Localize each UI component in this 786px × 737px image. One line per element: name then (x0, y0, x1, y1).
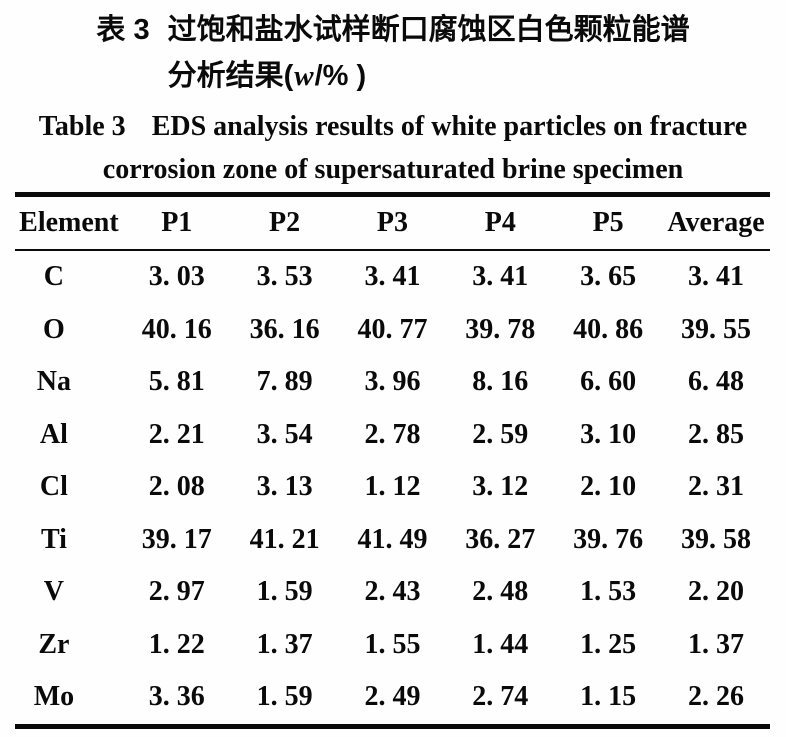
caption-zh-line2-suffix: /% ) (314, 60, 367, 92)
caption-en-line1: Table 3 EDS analysis results of white pa… (39, 105, 747, 148)
table-row: O 40. 16 36. 16 40. 77 39. 78 40. 86 39.… (15, 304, 770, 357)
value-cell: 6. 60 (580, 366, 637, 398)
value-cell: 40. 16 (141, 313, 212, 345)
value-cell: 3. 54 (256, 418, 313, 450)
caption-en-line2: corrosion zone of supersaturated brine s… (102, 154, 684, 185)
table-row: Mo 3. 36 1. 59 2. 49 2. 74 1. 15 2. 26 (15, 671, 770, 726)
value-cell: 3. 53 (256, 261, 313, 293)
table-caption-en: Table 3 EDS analysis results of white pa… (39, 105, 747, 191)
value-cell: 2. 10 (580, 471, 637, 503)
table-row: C 3. 03 3. 53 3. 41 3. 41 3. 65 3. 41 (15, 250, 770, 304)
value-cell: 2. 85 (688, 418, 745, 450)
value-cell: 2. 97 (148, 576, 205, 608)
column-header-average: Average (662, 194, 770, 251)
value-cell: 8. 16 (472, 366, 529, 398)
header-row: Element P1 P2 P3 P4 P5 Average (15, 194, 770, 251)
element-cell: Zr (38, 628, 70, 660)
value-cell: 2. 43 (364, 576, 421, 608)
value-cell: 5. 81 (148, 366, 205, 398)
element-cell: V (43, 576, 65, 608)
value-cell: 39. 55 (681, 313, 752, 345)
value-cell: 41. 49 (357, 523, 428, 555)
table-header: Element P1 P2 P3 P4 P5 Average (15, 194, 770, 251)
value-cell: 1. 37 (688, 628, 745, 660)
table-row: Cl 2. 08 3. 13 1. 12 3. 12 2. 10 2. 31 (15, 461, 770, 514)
value-cell: 3. 96 (364, 366, 421, 398)
value-cell: 2. 20 (688, 576, 745, 608)
value-cell: 1. 15 (580, 681, 637, 713)
table-row: Al 2. 21 3. 54 2. 78 2. 59 3. 10 2. 85 (15, 409, 770, 462)
mass-fraction-symbol: w (294, 60, 314, 92)
caption-en-line1-text: EDS analysis results of white particles … (151, 111, 748, 142)
value-cell: 1. 59 (256, 681, 313, 713)
value-cell: 1. 55 (364, 628, 421, 660)
value-cell: 40. 86 (573, 313, 644, 345)
value-cell: 1. 12 (364, 471, 421, 503)
element-cell: Cl (39, 471, 68, 503)
caption-zh-line2-prefix: 分析结果( (167, 60, 294, 92)
value-cell: 1. 53 (580, 576, 637, 608)
value-cell: 3. 10 (580, 418, 637, 450)
value-cell: 41. 21 (249, 523, 320, 555)
table-row: Na 5. 81 7. 89 3. 96 8. 16 6. 60 6. 48 (15, 356, 770, 409)
column-header-p3: P3 (338, 194, 447, 251)
table-body: C 3. 03 3. 53 3. 41 3. 41 3. 65 3. 41 O … (15, 250, 770, 726)
value-cell: 2. 26 (688, 681, 745, 713)
column-header-p5: P5 (554, 194, 663, 251)
value-cell: 3. 65 (580, 261, 637, 293)
table-number-zh: 表 3 (96, 14, 150, 46)
table-row: Zr 1. 22 1. 37 1. 55 1. 44 1. 25 1. 37 (15, 619, 770, 672)
value-cell: 1. 25 (580, 628, 637, 660)
value-cell: 2. 08 (148, 471, 205, 503)
value-cell: 1. 59 (256, 576, 313, 608)
element-cell: Ti (40, 523, 67, 555)
value-cell: 3. 41 (472, 261, 529, 293)
value-cell: 1. 44 (472, 628, 529, 660)
column-header-element: Element (15, 194, 123, 251)
value-cell: 2. 59 (472, 418, 529, 450)
value-cell: 2. 21 (148, 418, 205, 450)
value-cell: 6. 48 (688, 366, 745, 398)
value-cell: 3. 13 (256, 471, 313, 503)
caption-zh-line1: 过饱和盐水试样断口腐蚀区白色颗粒能谱 (167, 14, 690, 46)
value-cell: 36. 16 (249, 313, 320, 345)
column-header-p1: P1 (122, 194, 231, 251)
value-cell: 39. 76 (573, 523, 644, 555)
value-cell: 1. 37 (256, 628, 313, 660)
element-cell: Mo (33, 681, 75, 713)
element-cell: C (43, 261, 65, 293)
table-number-en: Table 3 (38, 111, 126, 142)
value-cell: 2. 78 (364, 418, 421, 450)
element-cell: Na (36, 366, 72, 398)
value-cell: 2. 49 (364, 681, 421, 713)
value-cell: 36. 27 (465, 523, 536, 555)
value-cell: 2. 31 (688, 471, 745, 503)
value-cell: 1. 22 (148, 628, 205, 660)
column-header-p2: P2 (230, 194, 339, 251)
value-cell: 2. 74 (472, 681, 529, 713)
eds-results-table: Element P1 P2 P3 P4 P5 Average C 3. 03 3… (15, 192, 770, 729)
value-cell: 3. 12 (472, 471, 529, 503)
value-cell: 3. 41 (364, 261, 421, 293)
table-row: Ti 39. 17 41. 21 41. 49 36. 27 39. 76 39… (15, 514, 770, 567)
value-cell: 39. 17 (141, 523, 212, 555)
element-cell: Al (39, 418, 68, 450)
value-cell: 3. 41 (688, 261, 745, 293)
value-cell: 3. 36 (148, 681, 205, 713)
value-cell: 40. 77 (357, 313, 428, 345)
value-cell: 2. 48 (472, 576, 529, 608)
element-cell: O (43, 313, 65, 345)
value-cell: 39. 78 (465, 313, 536, 345)
column-header-p4: P4 (446, 194, 555, 251)
caption-zh-line2: 分析结果(w/% ) (168, 53, 690, 99)
value-cell: 3. 03 (148, 261, 205, 293)
table-row: V 2. 97 1. 59 2. 43 2. 48 1. 53 2. 20 (15, 566, 770, 619)
value-cell: 39. 58 (681, 523, 752, 555)
value-cell: 7. 89 (256, 366, 313, 398)
table-caption-zh: 表 3 过饱和盐水试样断口腐蚀区白色颗粒能谱 分析结果(w/% ) (96, 7, 689, 99)
